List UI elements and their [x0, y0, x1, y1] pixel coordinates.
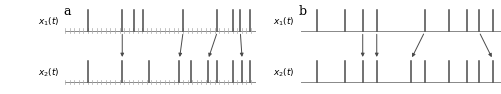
Text: $x_2(t)$: $x_2(t)$ [38, 66, 60, 79]
Text: $x_1(t)$: $x_1(t)$ [38, 15, 60, 28]
Text: b: b [299, 5, 307, 18]
Text: $x_2(t)$: $x_2(t)$ [273, 66, 295, 79]
Text: a: a [63, 5, 71, 18]
Text: $x_1(t)$: $x_1(t)$ [273, 15, 295, 28]
